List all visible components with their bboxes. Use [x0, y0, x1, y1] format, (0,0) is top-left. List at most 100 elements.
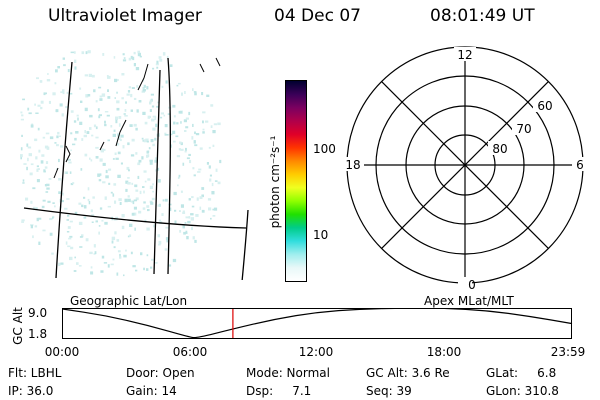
speckle	[164, 124, 168, 128]
speckle	[219, 159, 222, 164]
speckle	[133, 123, 137, 127]
speckle	[136, 85, 139, 88]
speckle	[85, 238, 89, 242]
speckle	[136, 109, 139, 113]
speckle	[208, 146, 211, 149]
speckle	[102, 53, 105, 56]
speckle	[155, 63, 159, 66]
speckle	[134, 227, 136, 231]
speckle	[44, 184, 47, 187]
speckle	[112, 258, 115, 261]
speckle	[95, 100, 98, 103]
speckle	[21, 114, 24, 117]
speckle	[138, 210, 142, 214]
speckle	[79, 246, 83, 248]
speckle	[93, 244, 96, 248]
status-gain: Gain: 14	[126, 384, 177, 398]
speckle	[89, 251, 93, 255]
speckle	[94, 251, 97, 255]
speckle	[132, 56, 135, 61]
speckle	[129, 234, 132, 237]
speckle	[116, 91, 118, 94]
speckle	[103, 262, 108, 264]
speckle	[154, 137, 157, 141]
speckle	[91, 221, 94, 223]
speckle	[154, 262, 158, 264]
speckle	[202, 120, 204, 124]
speckle	[98, 225, 101, 227]
speckle	[58, 191, 61, 194]
speckle	[142, 111, 146, 115]
speckle	[206, 94, 210, 97]
speckle	[31, 123, 34, 126]
speckle	[74, 66, 77, 70]
speckle	[150, 202, 154, 205]
speckle	[46, 183, 50, 187]
speckle	[67, 159, 71, 161]
speckle	[95, 220, 98, 223]
speckle	[191, 136, 194, 140]
speckle	[79, 87, 82, 90]
speckle	[35, 156, 38, 160]
speckle	[166, 55, 169, 59]
speckle	[188, 153, 191, 156]
speckle	[156, 60, 159, 64]
speckle	[58, 158, 60, 163]
speckle	[127, 198, 131, 202]
speckle	[67, 214, 70, 217]
speckle	[191, 196, 194, 199]
speckle	[49, 136, 54, 140]
timeline-tick-0: 00:00	[44, 345, 80, 359]
speckle	[34, 138, 38, 142]
status-glat: GLat: 6.8	[486, 366, 557, 380]
speckle	[142, 186, 145, 188]
speckle	[149, 159, 153, 162]
speckle	[70, 149, 72, 152]
speckle	[123, 274, 125, 277]
speckle	[124, 115, 128, 117]
speckle	[86, 131, 90, 134]
speckle	[128, 57, 132, 61]
speckle	[47, 200, 51, 203]
speckle	[87, 187, 90, 191]
speckle	[28, 153, 32, 157]
speckle	[70, 183, 74, 186]
date-label: 04 Dec 07	[274, 6, 361, 26]
status-door: Door: Open	[126, 366, 195, 380]
speckle	[143, 190, 145, 194]
speckle	[174, 220, 177, 224]
timeline-tick-1: 06:00	[172, 345, 208, 359]
speckle	[130, 109, 133, 112]
speckle	[205, 120, 209, 123]
speckle	[99, 95, 103, 98]
speckle	[107, 96, 111, 99]
speckle	[65, 106, 69, 109]
speckle	[37, 127, 40, 131]
speckle	[135, 189, 139, 192]
speckle	[99, 98, 103, 101]
coastline-fragments	[53, 57, 221, 179]
speckle	[102, 162, 106, 166]
speckle	[175, 135, 179, 138]
speckle	[152, 190, 154, 193]
speckle	[164, 198, 168, 202]
speckle	[157, 101, 160, 104]
speckle	[211, 191, 215, 195]
speckle	[74, 137, 77, 141]
speckle	[79, 121, 83, 125]
instrument-title: Ultraviolet Imager	[48, 6, 202, 26]
status-filter: Flt: LBHL	[8, 366, 62, 380]
speckle	[95, 146, 99, 149]
speckle	[173, 140, 176, 143]
timeline-tick-4: 23:59	[550, 345, 586, 359]
speckle	[184, 232, 188, 234]
speckle	[104, 123, 107, 127]
speckle	[81, 204, 84, 208]
uv-emission-speckles	[20, 50, 222, 277]
speckle	[118, 198, 122, 202]
speckle	[146, 86, 149, 90]
speckle	[42, 229, 46, 232]
speckle	[182, 162, 185, 166]
timeline-y-bottom: 1.8	[28, 327, 48, 341]
speckle	[124, 109, 127, 112]
